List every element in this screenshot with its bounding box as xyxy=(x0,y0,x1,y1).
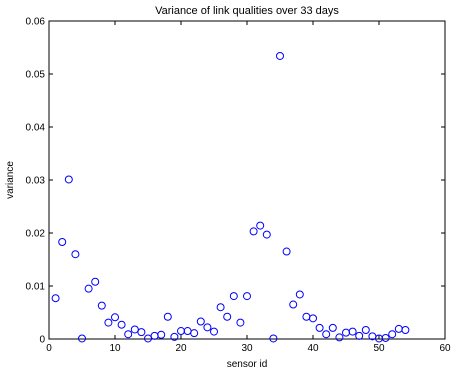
data-point xyxy=(196,317,205,326)
x-axis-label: sensor id xyxy=(227,359,268,370)
y-tick-label: 0 xyxy=(39,335,45,346)
data-point xyxy=(229,292,238,301)
x-tick-label: 40 xyxy=(307,343,319,354)
data-point xyxy=(64,175,73,184)
data-point xyxy=(295,290,304,299)
data-point xyxy=(91,277,100,286)
data-point xyxy=(117,320,126,329)
data-point xyxy=(84,284,93,293)
data-point xyxy=(163,312,172,321)
data-point xyxy=(348,327,357,336)
data-point xyxy=(124,330,133,339)
x-tick-label: 50 xyxy=(373,343,385,354)
data-point xyxy=(157,330,166,339)
data-point xyxy=(223,312,232,321)
data-point xyxy=(130,325,139,334)
data-point xyxy=(190,329,199,338)
x-tick-label: 10 xyxy=(109,343,121,354)
data-point xyxy=(309,314,317,323)
data-point xyxy=(111,313,119,322)
data-point xyxy=(276,51,284,60)
data-point xyxy=(170,332,179,341)
data-point xyxy=(361,325,370,334)
plot-area xyxy=(48,20,446,340)
y-tick-label: 0.01 xyxy=(26,282,46,293)
x-tick-label: 0 xyxy=(46,343,52,354)
data-point xyxy=(256,221,265,230)
data-point xyxy=(388,330,397,339)
y-tick-label: 0.06 xyxy=(26,17,46,28)
y-tick-label: 0.03 xyxy=(26,176,46,187)
data-point xyxy=(78,334,86,343)
data-point xyxy=(315,323,324,332)
data-point xyxy=(104,318,113,327)
chart-title: Variance of link qualities over 33 days xyxy=(155,5,339,17)
data-point xyxy=(236,318,245,327)
x-tick-label: 60 xyxy=(439,343,451,354)
data-point xyxy=(322,330,331,339)
data-point xyxy=(97,301,106,310)
data-point xyxy=(282,247,291,256)
data-point xyxy=(249,227,258,236)
y-tick-label: 0.02 xyxy=(26,229,46,240)
data-point xyxy=(355,331,364,340)
data-point xyxy=(401,325,410,334)
data-point xyxy=(210,327,218,336)
data-point xyxy=(381,333,390,342)
axis-ticks: 0 10 20 30 40 50 60 0 0.01 0.02 0.03 0.04 0.05 0.06 xyxy=(26,17,451,355)
y-axis-label: variance xyxy=(5,161,16,199)
data-point xyxy=(269,334,278,343)
y-tick-label: 0.04 xyxy=(26,123,46,134)
y-tick-label: 0.05 xyxy=(26,70,46,81)
data-point xyxy=(328,323,337,332)
data-point xyxy=(216,303,225,312)
data-point xyxy=(137,328,146,337)
data-point xyxy=(203,323,212,332)
data-point xyxy=(144,334,152,343)
x-tick-label: 30 xyxy=(241,343,253,354)
data-point xyxy=(289,300,298,309)
data-points xyxy=(51,51,410,343)
data-point xyxy=(58,238,67,247)
x-tick-label: 20 xyxy=(175,343,187,354)
data-point xyxy=(243,292,251,301)
data-point xyxy=(262,230,271,239)
data-point xyxy=(335,333,344,342)
data-point xyxy=(51,294,60,303)
data-point xyxy=(71,250,80,259)
